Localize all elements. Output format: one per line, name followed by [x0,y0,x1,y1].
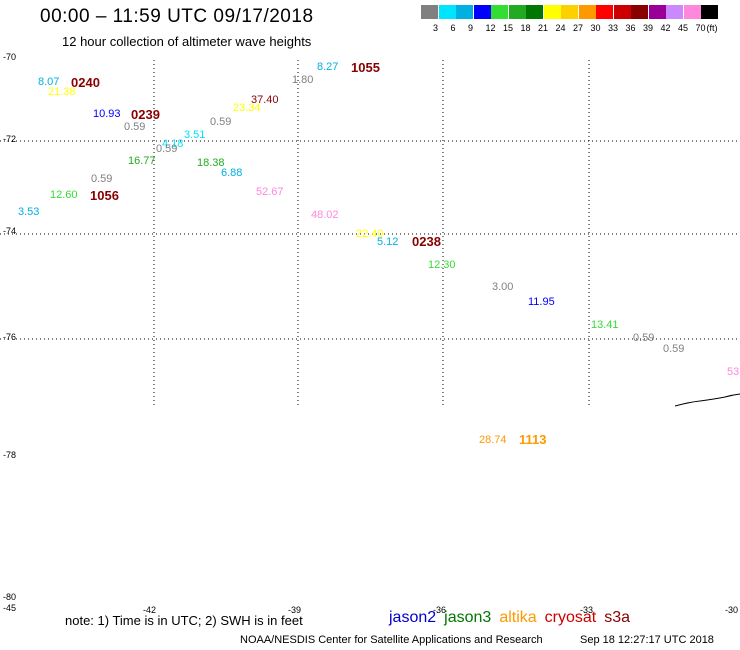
satellite-name: jason3 [444,609,492,626]
satellite-name: s3a [604,609,631,626]
wave-height-value: 53 [727,366,740,378]
wave-height-value: 8.07 [38,76,60,88]
wave-height-value: 22.40 [356,228,384,240]
satellite-name: jason2 [389,609,437,626]
map-subtitle: 12 hour collection of altimeter wave hei… [62,34,312,49]
wave-height-value: 37.40 [251,94,279,106]
legend-swatch [456,5,473,19]
latitude-label: -78 [3,450,17,460]
legend-label: 15 [503,23,514,33]
legend-label: 6 [450,23,456,33]
legend-swatch [578,5,596,19]
legend-label: 27 [573,23,584,33]
wave-height-value: 48.02 [311,209,339,221]
wave-height-value: 16.77 [128,155,156,167]
latitude-label: -80 [3,592,17,602]
legend-label: 33 [608,23,619,33]
pass-time-label: 1055 [351,60,380,75]
wave-height-value: 0.59 [124,121,146,133]
wave-height-value: 3.53 [18,206,40,218]
legend-swatch [543,5,561,19]
wave-height-value: 0.59 [156,143,178,155]
wave-height-value: 3.51 [184,129,206,141]
latitude-label: -76 [3,332,17,342]
wave-height-value: 1.80 [292,74,314,86]
latitude-label: -74 [3,226,17,236]
legend-label: 30 [590,23,601,33]
legend-swatch [666,5,683,19]
legend-label: 12 [485,23,496,33]
legend-swatch [561,5,578,19]
satellite-name: altika [499,609,537,626]
wave-height-value: 0.59 [633,332,655,344]
wave-height-value: 10.93 [93,108,121,120]
wave-height-value: 12.60 [50,189,78,201]
wave-height-value: 4.18 [162,138,184,150]
legend-label: 9 [468,23,474,33]
satellite-legend: jason2 jason3 altika cryosat s3a [389,609,638,627]
legend-swatch [596,5,613,19]
legend-swatch [683,5,701,19]
legend-label: 18 [520,23,531,33]
wave-height-value: 3.00 [492,281,514,293]
generated-timestamp: Sep 18 12:27:17 UTC 2018 [580,634,714,646]
legend-swatch [613,5,631,19]
longitude-label: -30 [725,605,739,615]
wave-height-value: 52.67 [256,186,284,198]
wave-height-value: 21.38 [48,86,76,98]
legend-swatch [648,5,666,19]
coastline [674,393,740,407]
legend-swatch [631,5,648,19]
pass-time-label: 0238 [412,234,441,249]
pass-time-label: 0239 [131,107,160,122]
wave-height-value: 5.12 [377,236,399,248]
legend-label: 21 [538,23,549,33]
legend-swatch [438,5,456,19]
latitude-label: -70 [3,52,17,62]
wave-height-value: 11.95 [528,296,555,308]
legend-swatch [421,5,438,19]
legend-label: 3 [433,23,439,33]
pass-time-label: 0240 [71,75,100,90]
longitude-label: -45 [3,603,17,613]
wave-height-value: 18.38 [197,157,225,169]
longitude-label: -33 [580,605,594,615]
wave-height-value: 6.88 [221,167,243,179]
map-title: 00:00 – 11:59 UTC 09/17/2018 [40,6,314,27]
wave-height-value: 23.34 [233,102,261,114]
legend-label: 36 [625,23,636,33]
legend-label: 70 [695,23,706,33]
wave-height-value: 0.59 [210,116,232,128]
latitude-label: -72 [3,134,17,144]
wave-height-value: 0.59 [91,173,113,185]
legend-swatch [508,5,526,19]
pass-time-label: 1056 [90,188,119,203]
legend-swatch [473,5,491,19]
legend-label: 24 [555,23,566,33]
longitude-label: -42 [143,605,157,615]
pass-time-label: 1113 [519,432,547,447]
wave-height-value: 28.74 [479,434,507,446]
wave-height-value: 13.41 [591,319,619,331]
wave-height-value: 0.59 [663,343,685,355]
legend-label: 42 [660,23,671,33]
longitude-label: -36 [433,605,447,615]
credit-text: NOAA/NESDIS Center for Satellite Applica… [240,634,543,646]
wave-height-value: 12.30 [428,259,456,271]
legend-unit: (ft) [706,23,718,33]
units-note: note: 1) Time is in UTC; 2) SWH is in fe… [65,613,303,628]
longitude-label: -39 [288,605,302,615]
wave-height-value: 8.27 [317,61,339,73]
legend-swatch [701,5,718,19]
legend-label: 39 [643,23,654,33]
legend-label: 45 [678,23,689,33]
satellite-name: cryosat [544,609,597,626]
legend-swatch [526,5,543,19]
legend-swatch [491,5,508,19]
